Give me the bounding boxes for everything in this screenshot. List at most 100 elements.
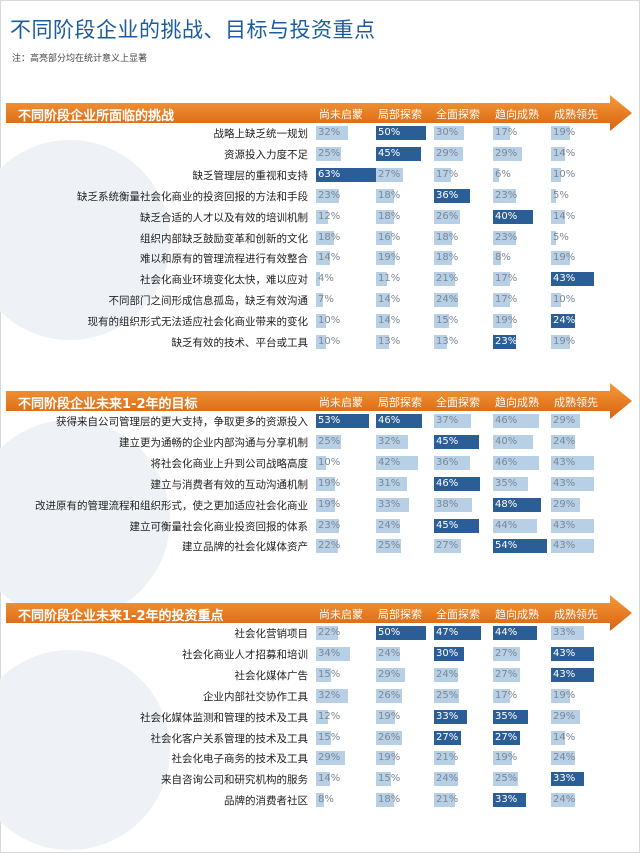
value-cell: 31% (376, 476, 436, 491)
row-label: 社会化营销项目 (234, 628, 309, 640)
value-bar (551, 751, 575, 766)
value-bar (493, 126, 510, 140)
value-cell: 43% (551, 646, 611, 661)
table-row: 企业内部社交协作工具 32% 26% 25% 17% 19% (0, 688, 640, 704)
value-label: 19% (318, 477, 341, 489)
value-label: 19% (378, 252, 401, 264)
value-bar (434, 230, 452, 245)
value-cell: 26% (376, 730, 436, 745)
value-label: 53% (318, 415, 341, 426)
value-bar (434, 272, 455, 287)
value-bar (316, 626, 338, 640)
value-label: 25% (495, 773, 518, 785)
value-cell: 29% (551, 414, 611, 428)
value-bar-highlight (493, 209, 533, 224)
value-label: 22% (318, 627, 341, 638)
value-bar (316, 667, 331, 682)
value-bar (434, 251, 452, 266)
value-label: 29% (378, 668, 401, 680)
value-bar (551, 688, 570, 703)
value-label: 10% (318, 336, 341, 347)
value-label: 45% (378, 147, 401, 159)
table-row: 建立更为通畅的企业内部沟通与分享机制 25% 32% 45% 40% 24% (0, 434, 640, 450)
value-label: 10% (318, 315, 341, 327)
table-row: 难以和原有的管理流程进行有效整合 14% 19% 18% 8% 19% (0, 250, 640, 266)
value-label: 15% (436, 315, 459, 327)
value-bar (316, 518, 339, 533)
value-bar (551, 126, 570, 140)
value-label: 5% (553, 189, 569, 201)
value-label: 14% (378, 315, 401, 327)
column-header: 局部探索 (378, 396, 422, 409)
value-cell: 14% (316, 772, 376, 787)
value-cell: 25% (316, 146, 376, 161)
value-bar-highlight (316, 414, 369, 428)
value-bar (434, 314, 449, 329)
value-cell: 24% (376, 518, 436, 533)
value-cell: 46% (493, 455, 553, 470)
table-row: 缺乏系统衡量社会化商业的投资回报的方法和手段 23% 18% 36% 23% 5% (0, 188, 640, 204)
row-label: 社会化电子商务的技术及工具 (171, 753, 309, 766)
value-bar (376, 455, 418, 470)
value-label: 14% (318, 252, 341, 264)
value-bar (493, 146, 522, 161)
value-label: 44% (495, 519, 518, 531)
value-bar-highlight (551, 314, 575, 329)
value-label: 17% (495, 294, 518, 306)
column-header: 趋向成熟 (495, 108, 539, 121)
value-label: 17% (495, 127, 518, 138)
value-bar (434, 688, 459, 703)
value-cell: 34% (316, 646, 376, 661)
table-row: 品牌的消费者社区 8% 18% 21% 33% 24% (0, 792, 640, 808)
value-label: 45% (436, 519, 459, 531)
value-label: 18% (318, 231, 341, 243)
value-bar (316, 126, 348, 140)
value-label: 29% (553, 498, 576, 510)
value-cell: 29% (316, 751, 376, 766)
row-label: 将社会化商业上升到公司战略高度 (150, 457, 309, 470)
column-header: 局部探索 (378, 108, 422, 121)
row-label: 缺乏系统衡量社会化商业的投资回报的方法和手段 (77, 190, 308, 203)
value-label: 18% (436, 252, 459, 264)
value-label: 14% (318, 773, 341, 785)
value-label: 17% (436, 168, 459, 180)
value-bar (493, 476, 528, 491)
value-cell: 14% (316, 251, 376, 266)
value-cell: 8% (493, 251, 553, 266)
value-label: 19% (495, 752, 518, 764)
value-bar (376, 209, 394, 224)
column-header: 局部探索 (378, 608, 422, 621)
value-label: 19% (553, 127, 576, 138)
value-bar (376, 476, 407, 491)
table-row: 战略上缺乏统一规划 32% 50% 30% 17% 19% (0, 125, 640, 141)
value-label: 36% (436, 456, 459, 468)
value-cell: 12% (316, 209, 376, 224)
column-header: 全面探索 (436, 608, 480, 621)
value-cell: 24% (376, 646, 436, 661)
value-label: 27% (495, 668, 518, 680)
value-label: 27% (436, 731, 459, 743)
value-cell: 18% (376, 209, 436, 224)
value-cell: 6% (493, 167, 553, 182)
value-bar (376, 335, 389, 349)
value-cell: 18% (316, 230, 376, 245)
value-label: 48% (495, 498, 518, 510)
value-label: 27% (495, 647, 518, 659)
value-cell: 19% (376, 751, 436, 766)
row-label: 企业内部社交协作工具 (203, 690, 308, 703)
column-header: 成熟领先 (554, 608, 598, 621)
row-label: 改进原有的管理流程和组织形式，使之更加适应社会化商业 (35, 499, 308, 512)
value-label: 43% (553, 477, 576, 489)
value-bar (434, 293, 458, 308)
row-label: 建立更为通畅的企业内部沟通与分享机制 (119, 436, 308, 449)
value-cell: 21% (434, 751, 494, 766)
value-bar-highlight (434, 709, 467, 724)
row-label: 缺乏管理层的重视和支持 (192, 169, 309, 182)
value-label: 44% (495, 627, 518, 638)
value-bar-highlight (434, 434, 479, 449)
value-cell: 21% (434, 272, 494, 287)
value-cell: 45% (376, 146, 436, 161)
value-label: 46% (378, 415, 401, 426)
value-label: 13% (436, 336, 459, 347)
value-bar (376, 772, 391, 787)
